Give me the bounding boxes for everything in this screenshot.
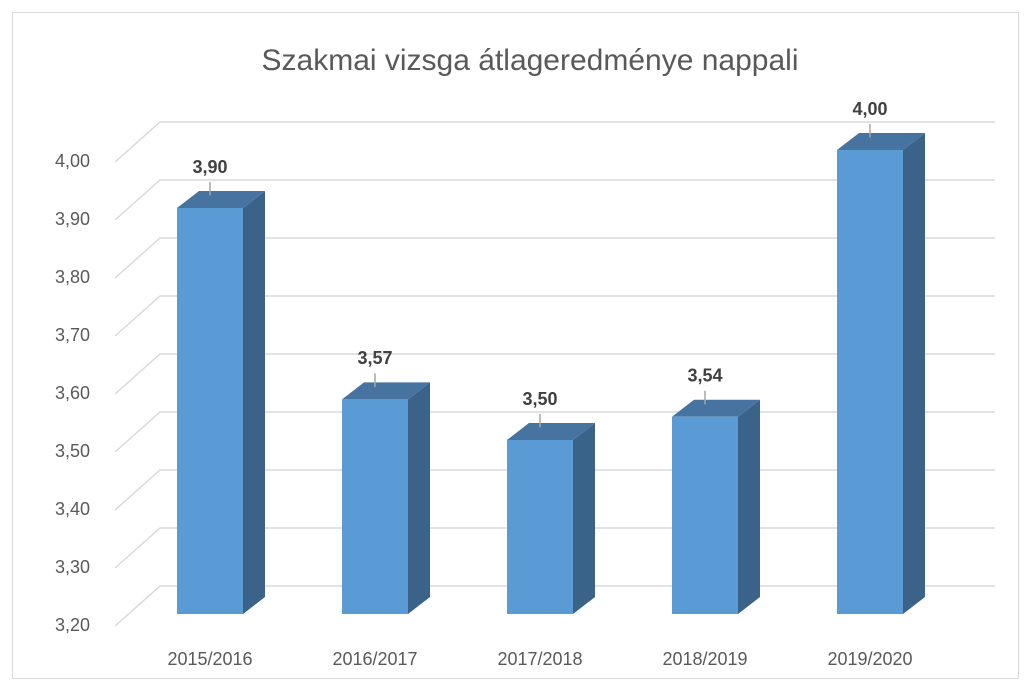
y-tick-label: 3,80 bbox=[55, 267, 90, 287]
grid-line bbox=[114, 121, 995, 163]
grid-line bbox=[114, 179, 995, 221]
x-tick-label: 2018/2019 bbox=[662, 649, 747, 669]
bar bbox=[672, 416, 738, 614]
bar-side bbox=[903, 133, 925, 614]
bar-top bbox=[177, 191, 265, 208]
grid-line bbox=[114, 237, 995, 279]
bar-side bbox=[738, 399, 760, 614]
bar-side bbox=[243, 191, 265, 614]
y-tick-label: 3,20 bbox=[55, 615, 90, 635]
data-label: 3,54 bbox=[687, 366, 722, 386]
y-tick-label: 3,40 bbox=[55, 499, 90, 519]
bar-top bbox=[507, 423, 595, 440]
y-tick-label: 3,60 bbox=[55, 383, 90, 403]
x-tick-label: 2017/2018 bbox=[497, 649, 582, 669]
bar bbox=[837, 150, 903, 614]
y-tick-label: 4,00 bbox=[55, 151, 90, 171]
y-tick-label: 3,50 bbox=[55, 441, 90, 461]
x-tick-label: 2019/2020 bbox=[827, 649, 912, 669]
data-label: 3,90 bbox=[192, 157, 227, 177]
data-label: 3,57 bbox=[357, 348, 392, 368]
bar-side bbox=[573, 423, 595, 614]
bar-top bbox=[672, 399, 760, 417]
bar bbox=[507, 440, 573, 614]
bar bbox=[342, 399, 408, 614]
bar-side bbox=[408, 382, 430, 614]
x-tick-label: 2015/2016 bbox=[167, 649, 252, 669]
grid-line bbox=[114, 295, 995, 337]
bar-top bbox=[837, 133, 925, 150]
x-tick-label: 2016/2017 bbox=[332, 649, 417, 669]
chart-title: Szakmai vizsga átlageredménye nappali bbox=[262, 44, 799, 77]
grid-line bbox=[114, 353, 995, 395]
bar-top bbox=[342, 382, 430, 400]
y-tick-label: 3,70 bbox=[55, 325, 90, 345]
data-label: 3,50 bbox=[522, 389, 557, 409]
data-label: 4,00 bbox=[852, 99, 887, 119]
y-tick-label: 3,90 bbox=[55, 209, 90, 229]
bar bbox=[177, 208, 243, 614]
y-tick-label: 3,30 bbox=[55, 557, 90, 577]
